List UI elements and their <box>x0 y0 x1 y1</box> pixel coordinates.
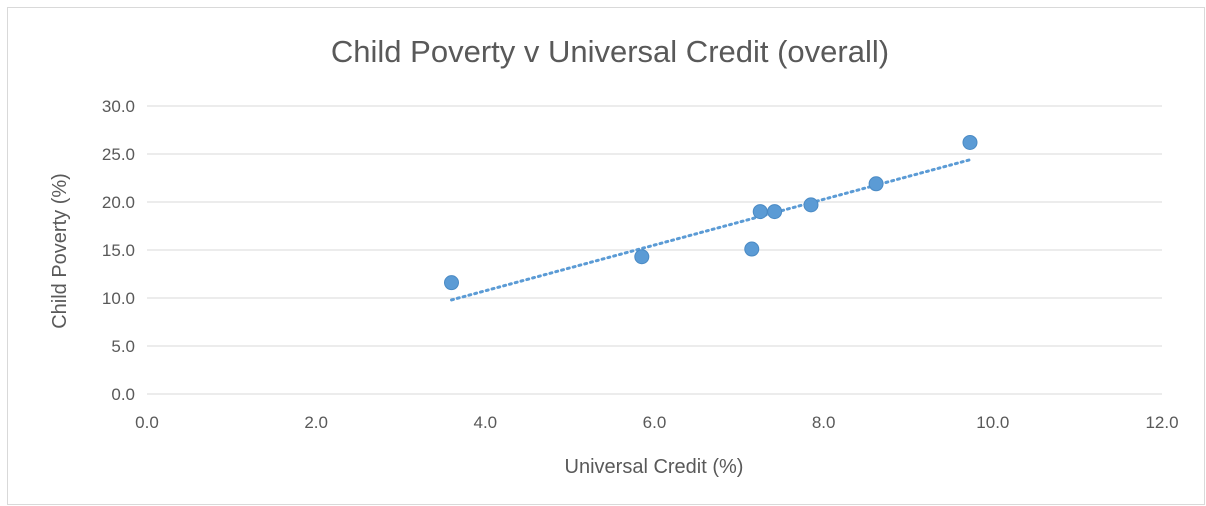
x-tick-label: 2.0 <box>304 413 328 432</box>
y-tick-label: 5.0 <box>111 337 135 356</box>
y-tick-label: 0.0 <box>111 385 135 404</box>
data-point <box>444 275 459 291</box>
x-tick-label: 6.0 <box>643 413 667 432</box>
y-tick-label: 20.0 <box>102 193 135 212</box>
x-tick-label: 12.0 <box>1145 413 1178 432</box>
y-tick-label: 30.0 <box>102 97 135 116</box>
data-point <box>962 134 978 150</box>
data-point <box>752 204 768 220</box>
x-tick-label: 8.0 <box>812 413 836 432</box>
gridlines <box>147 105 1162 395</box>
x-tick-label: 10.0 <box>976 413 1009 432</box>
trendline <box>450 158 972 302</box>
y-axis-ticks: 0.0 5.0 10.0 15.0 20.0 25.0 30.0 <box>102 97 135 404</box>
y-tick-label: 15.0 <box>102 241 135 260</box>
y-axis-title: Child Poverty (%) <box>49 173 71 329</box>
y-tick-label: 10.0 <box>102 289 135 308</box>
data-points <box>444 134 978 291</box>
data-point <box>744 241 760 257</box>
y-tick-label: 25.0 <box>102 145 135 164</box>
chart-frame <box>7 7 1205 505</box>
data-point <box>868 176 884 192</box>
x-tick-label: 4.0 <box>474 413 498 432</box>
data-point <box>634 249 650 265</box>
x-tick-label: 0.0 <box>135 413 159 432</box>
x-axis-title: Universal Credit (%) <box>565 456 744 478</box>
chart-title: Child Poverty v Universal Credit (overal… <box>331 34 889 69</box>
data-point <box>803 197 819 213</box>
x-axis-ticks: 0.0 2.0 4.0 6.0 8.0 10.0 12.0 <box>135 413 1178 432</box>
trendline-group <box>450 158 972 302</box>
data-point <box>767 204 783 220</box>
